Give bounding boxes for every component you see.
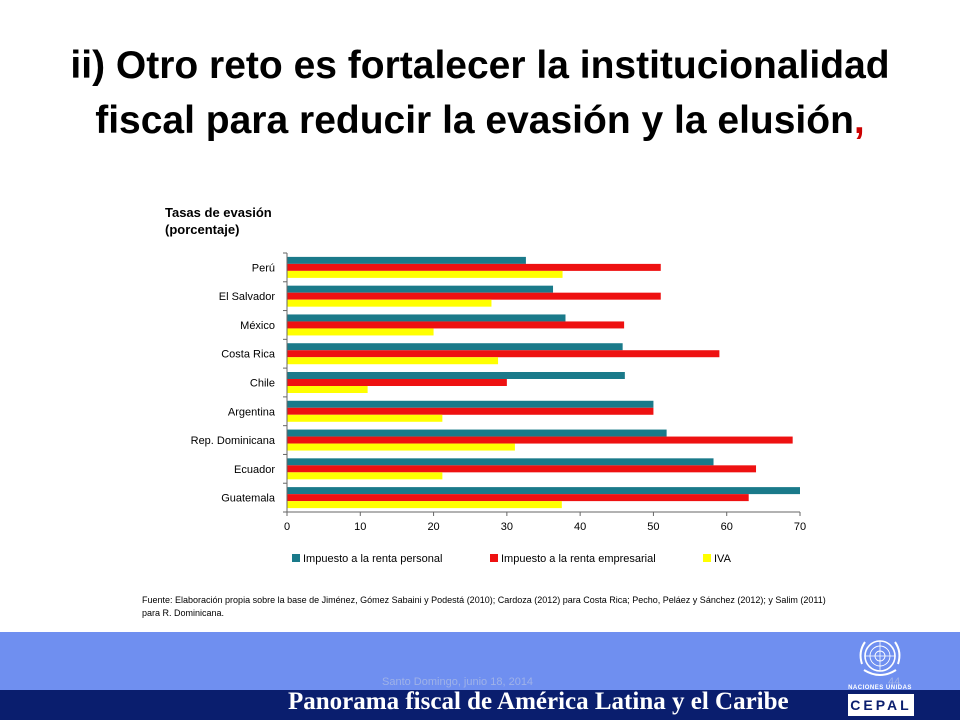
footer-title: Panorama fiscal de América Latina y el C… [288, 688, 789, 715]
page-number: 44 [888, 676, 901, 688]
bar-1-3 [287, 314, 566, 322]
bar-3-1 [287, 270, 563, 278]
legend-swatch-2 [490, 554, 498, 562]
x-tick-label: 0 [284, 521, 290, 533]
legend-label-1: Impuesto a la renta personal [303, 553, 442, 565]
bar-3-8 [287, 472, 443, 480]
bar-3-2 [287, 299, 492, 307]
chart-subtitle: (porcentaje) [165, 222, 240, 237]
bar-3-3 [287, 328, 434, 336]
bar-1-8 [287, 458, 714, 466]
bar-2-6 [287, 407, 654, 415]
bar-1-5 [287, 372, 625, 379]
x-tick-label: 50 [647, 521, 659, 533]
slide-title-text: ii) Otro reto es fortalecer la instituci… [70, 44, 890, 142]
category-label: Guatemala [221, 493, 276, 505]
cepal-logo: CEPAL [848, 694, 914, 716]
bar-1-1 [287, 256, 526, 264]
cepal-logo-text: CEPAL [850, 697, 912, 713]
evasion-bar-chart: Perú El Salvador México Costa Rica Chile Arge… [191, 252, 806, 565]
chart-title: Tasas de evasión [165, 205, 272, 220]
bar-3-5 [287, 386, 368, 393]
bar-3-4 [287, 357, 499, 365]
legend-swatch-3 [703, 554, 711, 562]
category-label: Chile [250, 378, 275, 390]
category-label: Ecuador [234, 464, 275, 476]
x-tick-label: 30 [501, 521, 513, 533]
category-label: México [240, 320, 275, 332]
un-emblem-icon [859, 640, 901, 676]
legend-label-3: IVA [714, 553, 732, 565]
x-tick-label: 60 [721, 521, 733, 533]
footer-date: Santo Domingo, junio 18, 2014 [382, 676, 534, 688]
bar-1-6 [287, 400, 654, 408]
bar-2-4 [287, 350, 720, 358]
bar-2-3 [287, 321, 625, 329]
source-note: Fuente: Elaboración propia sobre la base… [142, 595, 826, 618]
x-tick-label: 10 [354, 521, 366, 533]
x-tick-label: 20 [427, 521, 439, 533]
bar-1-4 [287, 343, 623, 351]
category-label: Rep. Dominicana [191, 435, 276, 447]
footer-bar [0, 690, 960, 720]
legend-label-2: Impuesto a la renta empresarial [501, 553, 656, 565]
category-label: Argentina [228, 406, 276, 418]
chart-heading: Tasas de evasión (porcentaje) [165, 204, 272, 238]
bar-1-7 [287, 429, 667, 437]
bar-3-9 [287, 501, 562, 509]
bar-3-6 [287, 414, 443, 422]
bar-2-1 [287, 263, 661, 271]
bar-1-9 [287, 487, 800, 495]
footer-band [0, 632, 960, 690]
bar-2-2 [287, 292, 661, 300]
bar-1-2 [287, 285, 554, 293]
x-tick-label: 40 [574, 521, 586, 533]
category-label: El Salvador [219, 291, 276, 303]
un-caption: NACIONES UNIDAS [848, 685, 912, 691]
bar-3-7 [287, 443, 515, 451]
bar-2-9 [287, 494, 749, 502]
bar-2-7 [287, 436, 793, 444]
bar-2-5 [287, 379, 507, 386]
category-label: Costa Rica [221, 349, 276, 361]
category-label: Perú [252, 262, 275, 274]
slide-title: ii) Otro reto es fortalecer la instituci… [40, 38, 920, 148]
slide-title-comma: , [853, 99, 865, 142]
x-tick-label: 70 [794, 521, 806, 533]
legend-swatch-1 [292, 554, 300, 562]
bar-2-8 [287, 465, 757, 473]
